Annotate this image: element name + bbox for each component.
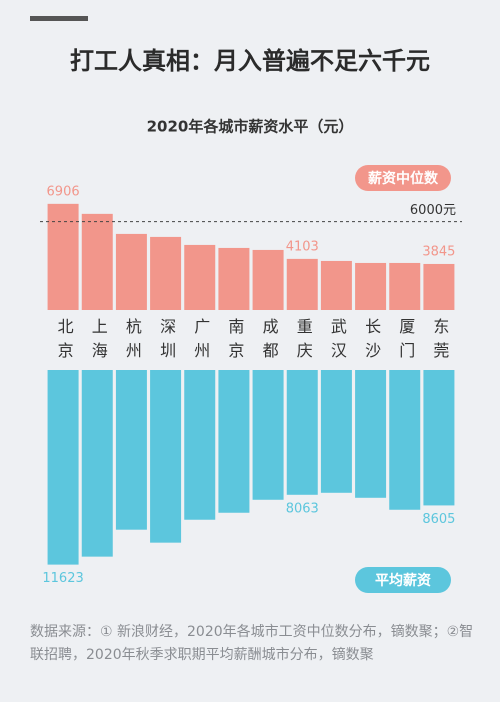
bar <box>320 260 352 310</box>
chart-title: 打工人真相：月入普遍不足六千元 <box>70 47 430 75</box>
category-label: 北京 <box>55 318 74 366</box>
bar <box>115 233 147 310</box>
value-label: 4103 <box>286 239 319 254</box>
bar <box>81 213 113 310</box>
bar <box>150 370 182 543</box>
bar <box>218 370 250 513</box>
bar <box>423 263 455 310</box>
bar <box>355 370 387 498</box>
category-label: 重庆 <box>294 318 313 366</box>
bar <box>389 262 421 310</box>
deco-bar <box>30 16 88 21</box>
category-label: 东莞 <box>430 318 449 366</box>
legend-pill <box>355 165 451 191</box>
bar <box>389 370 421 510</box>
value-label: 11623 <box>42 571 83 586</box>
value-label: 3845 <box>422 244 455 259</box>
category-label: 上海 <box>89 318 108 366</box>
category-label: 武汉 <box>328 318 347 366</box>
bar <box>286 370 318 495</box>
bar <box>47 370 79 565</box>
legend-label: 薪资中位数 <box>368 170 439 187</box>
bar <box>320 370 352 493</box>
category-label: 广州 <box>191 318 210 366</box>
value-label: 6906 <box>47 184 80 199</box>
bar <box>252 370 284 500</box>
category-label: 长沙 <box>362 318 381 366</box>
value-label: 8063 <box>286 501 319 516</box>
bar <box>252 249 284 310</box>
category-label: 深圳 <box>157 318 176 366</box>
bar <box>184 370 216 520</box>
chart-subtitle: 2020年各城市薪资水平（元） <box>147 118 354 136</box>
reference-label: 6000元 <box>410 203 456 218</box>
category-label: 成都 <box>260 318 279 366</box>
category-label: 南京 <box>225 318 244 366</box>
bar <box>286 258 318 310</box>
bar <box>423 370 455 506</box>
category-label: 杭州 <box>123 318 142 366</box>
bar <box>115 370 147 530</box>
bar <box>150 236 182 310</box>
legend-label: 平均薪资 <box>375 572 431 589</box>
bar <box>47 203 79 310</box>
bar <box>355 262 387 310</box>
category-label: 厦门 <box>396 318 415 366</box>
source-note: 数据来源：① 新浪财经，2020年各城市工资中位数分布，镝数聚；②智联招聘，20… <box>30 624 474 663</box>
legend-pill <box>355 567 451 593</box>
bar <box>184 244 216 310</box>
bar <box>218 247 250 310</box>
bar <box>81 370 113 557</box>
value-label: 8605 <box>422 512 455 527</box>
